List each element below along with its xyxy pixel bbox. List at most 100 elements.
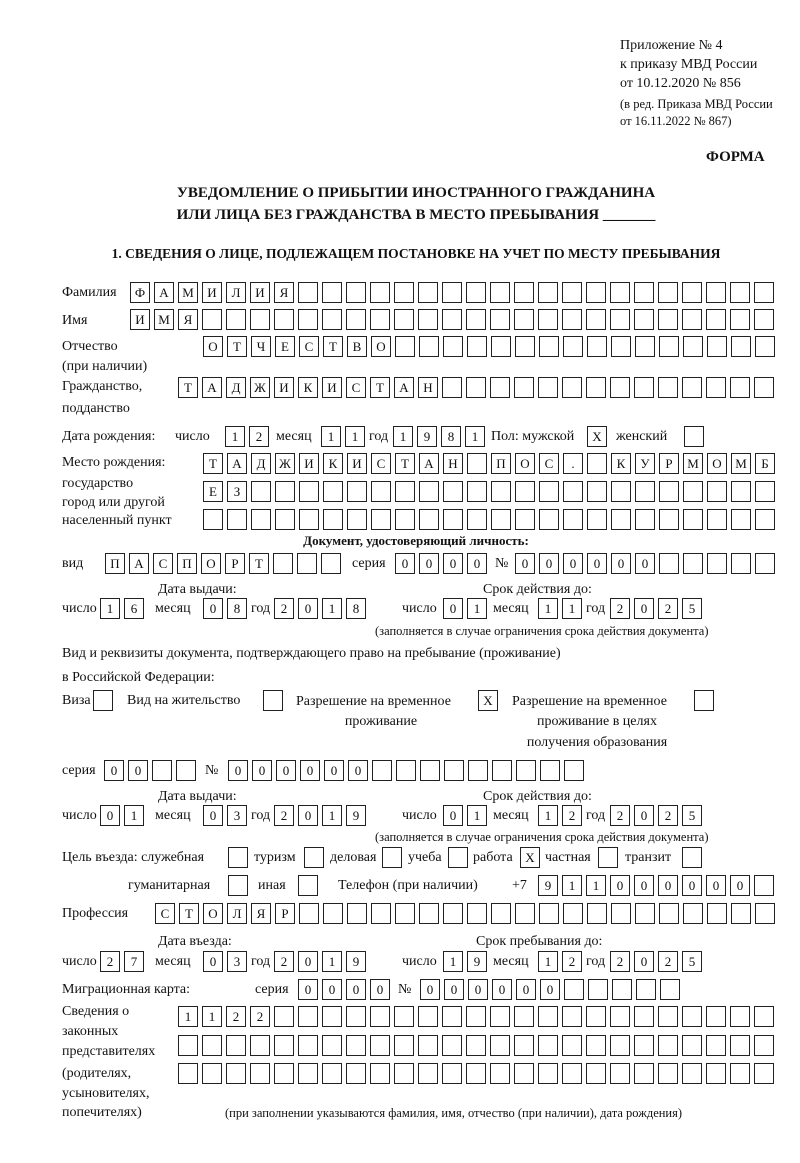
char-box[interactable] [754, 1006, 774, 1027]
char-box[interactable]: Б [755, 453, 775, 474]
char-box[interactable] [562, 1035, 582, 1056]
char-box[interactable] [202, 1035, 222, 1056]
char-box[interactable] [304, 847, 324, 868]
char-box[interactable]: Ф [130, 282, 150, 303]
char-box[interactable]: Т [249, 553, 269, 574]
char-box[interactable] [731, 336, 751, 357]
char-box[interactable] [588, 979, 608, 1000]
char-box[interactable] [514, 1006, 534, 1027]
char-box[interactable]: 0 [298, 951, 318, 972]
char-box[interactable] [731, 553, 751, 574]
char-box[interactable] [586, 377, 606, 398]
char-box[interactable]: И [250, 282, 270, 303]
char-box[interactable] [227, 509, 247, 530]
char-box[interactable] [443, 509, 463, 530]
purpose-tourism-checkbox[interactable] [304, 847, 324, 868]
char-box[interactable]: Т [179, 903, 199, 924]
char-box[interactable] [467, 509, 487, 530]
char-box[interactable] [298, 1063, 318, 1084]
char-box[interactable] [226, 1063, 246, 1084]
char-box[interactable]: Е [275, 336, 295, 357]
char-box[interactable] [658, 282, 678, 303]
char-box[interactable]: 0 [634, 598, 654, 619]
char-box[interactable] [634, 309, 654, 330]
char-box[interactable] [297, 553, 317, 574]
char-box[interactable]: 2 [658, 805, 678, 826]
purpose-private-checkbox[interactable] [598, 847, 618, 868]
char-box[interactable] [202, 309, 222, 330]
char-box[interactable] [515, 903, 535, 924]
char-box[interactable] [251, 481, 271, 502]
char-box[interactable] [658, 1035, 678, 1056]
char-box[interactable]: С [153, 553, 173, 574]
char-box[interactable] [443, 481, 463, 502]
char-box[interactable] [515, 481, 535, 502]
char-box[interactable] [562, 1006, 582, 1027]
char-box[interactable] [347, 481, 367, 502]
char-box[interactable]: 7 [124, 951, 144, 972]
char-box[interactable] [562, 309, 582, 330]
char-box[interactable] [274, 309, 294, 330]
char-box[interactable] [275, 509, 295, 530]
char-box[interactable]: С [299, 336, 319, 357]
char-box[interactable] [659, 481, 679, 502]
char-box[interactable] [563, 903, 583, 924]
char-box[interactable] [468, 760, 488, 781]
char-box[interactable] [515, 336, 535, 357]
char-box[interactable] [539, 336, 559, 357]
char-box[interactable]: 0 [300, 760, 320, 781]
char-box[interactable] [228, 875, 248, 896]
char-box[interactable] [490, 309, 510, 330]
char-box[interactable]: О [203, 903, 223, 924]
char-box[interactable] [659, 553, 679, 574]
char-box[interactable] [707, 509, 727, 530]
char-box[interactable]: М [731, 453, 751, 474]
char-box[interactable]: 0 [298, 979, 318, 1000]
char-box[interactable] [564, 760, 584, 781]
char-box[interactable] [610, 1006, 630, 1027]
char-box[interactable] [755, 481, 775, 502]
char-box[interactable]: К [611, 453, 631, 474]
char-box[interactable]: 8 [346, 598, 366, 619]
char-box[interactable] [563, 509, 583, 530]
char-box[interactable]: . [563, 453, 583, 474]
char-box[interactable]: Ж [275, 453, 295, 474]
char-box[interactable] [444, 760, 464, 781]
char-box[interactable]: 2 [562, 951, 582, 972]
char-box[interactable] [322, 309, 342, 330]
char-box[interactable] [707, 481, 727, 502]
char-box[interactable] [731, 903, 751, 924]
char-box[interactable]: 2 [658, 598, 678, 619]
char-box[interactable]: 0 [516, 979, 536, 1000]
char-box[interactable]: 1 [202, 1006, 222, 1027]
char-box[interactable] [420, 760, 440, 781]
purpose-business-checkbox[interactable] [382, 847, 402, 868]
char-box[interactable] [587, 903, 607, 924]
char-box[interactable]: 1 [322, 951, 342, 972]
char-box[interactable]: Т [370, 377, 390, 398]
char-box[interactable]: Я [178, 309, 198, 330]
birth-place-field[interactable] [203, 509, 775, 530]
char-box[interactable]: 0 [539, 553, 559, 574]
char-box[interactable] [706, 309, 726, 330]
char-box[interactable]: Л [226, 282, 246, 303]
char-box[interactable] [466, 282, 486, 303]
char-box[interactable]: 0 [682, 875, 702, 896]
char-box[interactable] [93, 690, 113, 711]
char-box[interactable] [442, 1063, 462, 1084]
char-box[interactable]: 1 [467, 598, 487, 619]
char-box[interactable] [754, 377, 774, 398]
char-box[interactable]: Р [275, 903, 295, 924]
char-box[interactable] [682, 1063, 702, 1084]
char-box[interactable] [466, 1006, 486, 1027]
char-box[interactable]: 0 [252, 760, 272, 781]
char-box[interactable] [347, 509, 367, 530]
